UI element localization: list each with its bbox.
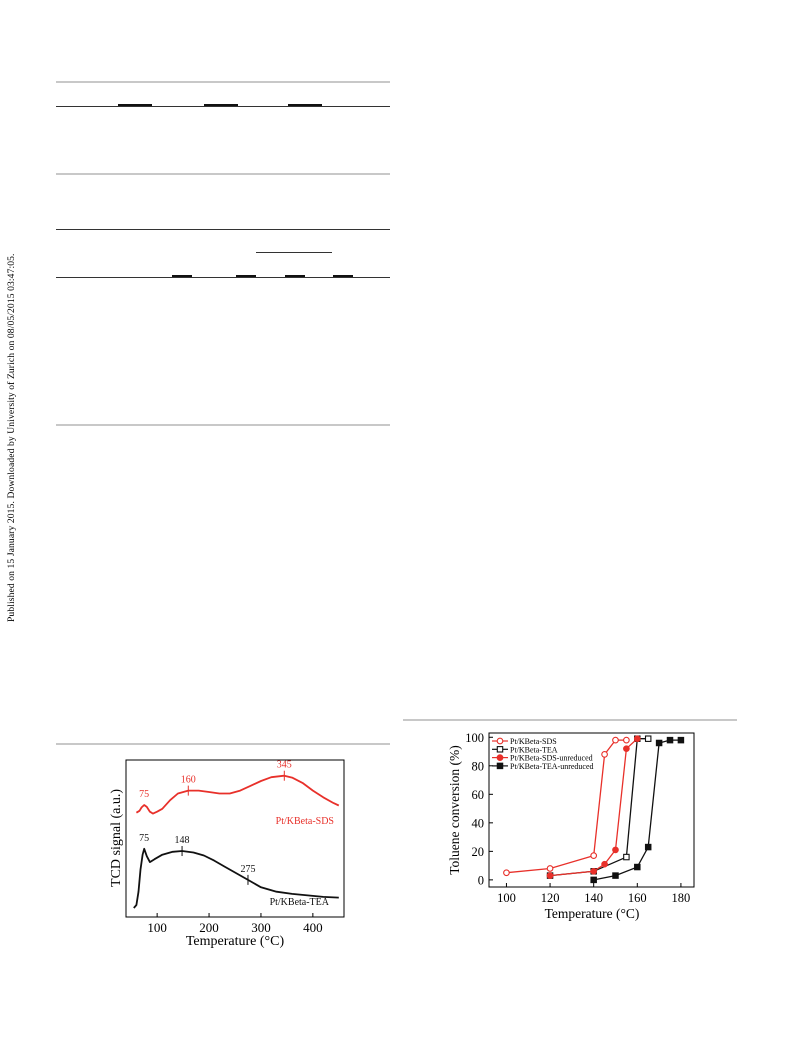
tpd-x-tick-label: 300 — [251, 920, 271, 935]
conv-data-point — [623, 736, 630, 744]
conv-data-point — [496, 754, 504, 761]
figure-top-rule-left — [56, 743, 390, 745]
tpd-series-label-sds: Pt/KBeta-SDS — [276, 816, 334, 827]
conv-y-axis-label: Toluene conversion (%) — [447, 745, 462, 875]
conv-data-point — [546, 872, 554, 879]
conv-data-point — [612, 846, 619, 854]
conv-data-point — [634, 863, 641, 871]
conv-data-point — [633, 735, 641, 743]
table-column-marker — [288, 104, 322, 106]
table-header-rule — [56, 106, 390, 107]
conv-legend-label: Pt/KBeta-SDS — [510, 737, 557, 746]
conv-data-point — [546, 865, 554, 872]
table-column-marker — [285, 275, 305, 277]
conv-data-point — [496, 737, 504, 745]
conv-x-tick-label: 180 — [672, 891, 691, 905]
conv-series-line — [593, 739, 681, 881]
conv-x-tick-label: 100 — [497, 891, 516, 905]
table-column-marker — [172, 275, 192, 277]
conv-data-point — [655, 739, 663, 747]
tpd-peak-label: 275 — [240, 864, 255, 875]
table-column-marker — [118, 104, 152, 106]
conv-data-point — [601, 860, 608, 868]
conv-plot-frame — [488, 732, 695, 888]
conv-y-tick-label: 60 — [472, 788, 485, 802]
conv-x-axis-label: Temperature (°C) — [545, 906, 640, 921]
tpd-peak-label: 345 — [277, 760, 292, 771]
conv-data-point — [623, 853, 630, 861]
tpd-x-tick-label: 200 — [199, 920, 219, 935]
conv-y-tick-label: 100 — [465, 731, 484, 745]
conv-legend-label: Pt/KBeta-SDS-unreduced — [510, 754, 593, 763]
tpd-peak-label: 148 — [175, 835, 190, 846]
conv-data-point — [496, 746, 504, 753]
tpd-series-label-tea: Pt/KBeta-TEA — [270, 897, 330, 908]
table2-span-rule — [256, 252, 332, 253]
conv-x-tick-label: 160 — [628, 891, 647, 905]
tpd-peak-label: 75 — [139, 833, 149, 844]
conv-data-point — [590, 852, 598, 859]
table-column-marker — [333, 275, 353, 277]
table2-header-rule — [56, 229, 390, 230]
tpd-x-tick-label: 100 — [147, 920, 167, 935]
conv-data-point — [612, 872, 619, 879]
tpd-series-line — [135, 774, 340, 815]
conv-x-tick-label: 120 — [541, 891, 560, 905]
figure-top-rule-right — [403, 719, 737, 721]
conv-y-tick-label: 0 — [478, 873, 484, 887]
table-column-marker — [236, 275, 256, 277]
conv-legend-label: Pt/KBeta-TEA — [510, 745, 558, 754]
conv-y-tick-label: 80 — [472, 759, 485, 773]
tpd-x-tick-label: 400 — [303, 920, 323, 935]
conv-data-point — [503, 869, 510, 877]
conv-y-tick-label: 20 — [472, 845, 485, 859]
tpd-peak-label: 160 — [181, 775, 196, 786]
conv-data-point — [590, 876, 597, 884]
tpd-series-line — [133, 847, 339, 909]
conv-data-point — [612, 736, 619, 744]
conv-data-point — [623, 745, 630, 753]
tpd-y-axis-label: TCD signal (a.u.) — [109, 789, 124, 887]
tpd-plot-frame — [125, 759, 345, 918]
tpd-peak-label: 75 — [139, 789, 149, 800]
conv-y-tick-label: 40 — [472, 816, 485, 830]
conv-data-point — [601, 751, 608, 758]
conv-data-point — [677, 736, 685, 744]
table-top-rule — [56, 81, 390, 83]
table2-top-rule — [56, 173, 390, 175]
conv-data-point — [590, 867, 598, 875]
table2-body-rule — [56, 277, 390, 278]
section-rule — [56, 424, 390, 426]
conv-data-point — [644, 843, 652, 851]
tpd-x-axis-label: Temperature (°C) — [186, 934, 285, 949]
conv-data-point — [666, 736, 674, 744]
conv-data-point — [496, 762, 504, 770]
conv-x-tick-label: 140 — [584, 891, 603, 905]
conv-data-point — [644, 735, 652, 742]
conv-legend-label: Pt/KBeta-TEA-unreduced — [510, 762, 594, 771]
table-column-marker — [204, 104, 238, 106]
